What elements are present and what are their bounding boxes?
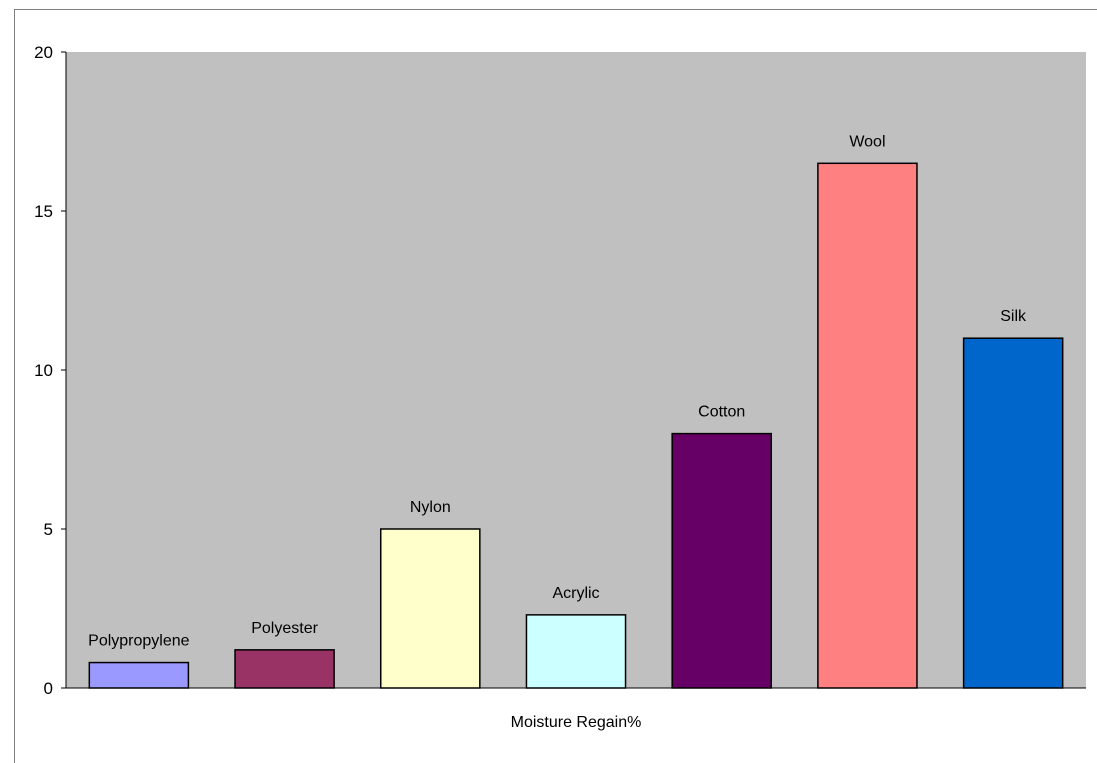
bar-label-polyester: Polyester bbox=[251, 620, 318, 637]
frame-top-border bbox=[14, 9, 1097, 10]
bar-wool bbox=[817, 162, 918, 689]
bar-label-acrylic: Acrylic bbox=[552, 585, 599, 602]
bar-nylon bbox=[379, 528, 481, 689]
bar-polypropylene bbox=[88, 661, 190, 689]
bar-label-wool: Wool bbox=[849, 133, 885, 150]
y-tick-label: 15 bbox=[34, 202, 53, 221]
data-labels: Polypropylene Polyester Nylon Acrylic Cotton… bbox=[88, 133, 1027, 649]
bars bbox=[88, 162, 1064, 689]
bar-label-cotton: Cotton bbox=[698, 404, 745, 421]
x-axis-title: Moisture Regain% bbox=[511, 714, 642, 731]
bar-acrylic bbox=[525, 614, 627, 689]
bar-cotton bbox=[671, 432, 773, 689]
frame-left-border bbox=[14, 9, 15, 763]
y-tick-label: 10 bbox=[34, 361, 53, 380]
bar-silk bbox=[962, 337, 1064, 689]
y-tick-label: 20 bbox=[34, 43, 53, 62]
y-tick-label: 5 bbox=[44, 520, 53, 539]
bar-label-nylon: Nylon bbox=[410, 499, 451, 516]
y-axis-ticks: 0 5 10 15 20 bbox=[34, 43, 66, 698]
y-tick-label: 0 bbox=[44, 679, 53, 698]
bar-polyester bbox=[234, 649, 335, 689]
bar-label-polypropylene: Polypropylene bbox=[88, 633, 190, 650]
bar-label-silk: Silk bbox=[1000, 308, 1027, 325]
